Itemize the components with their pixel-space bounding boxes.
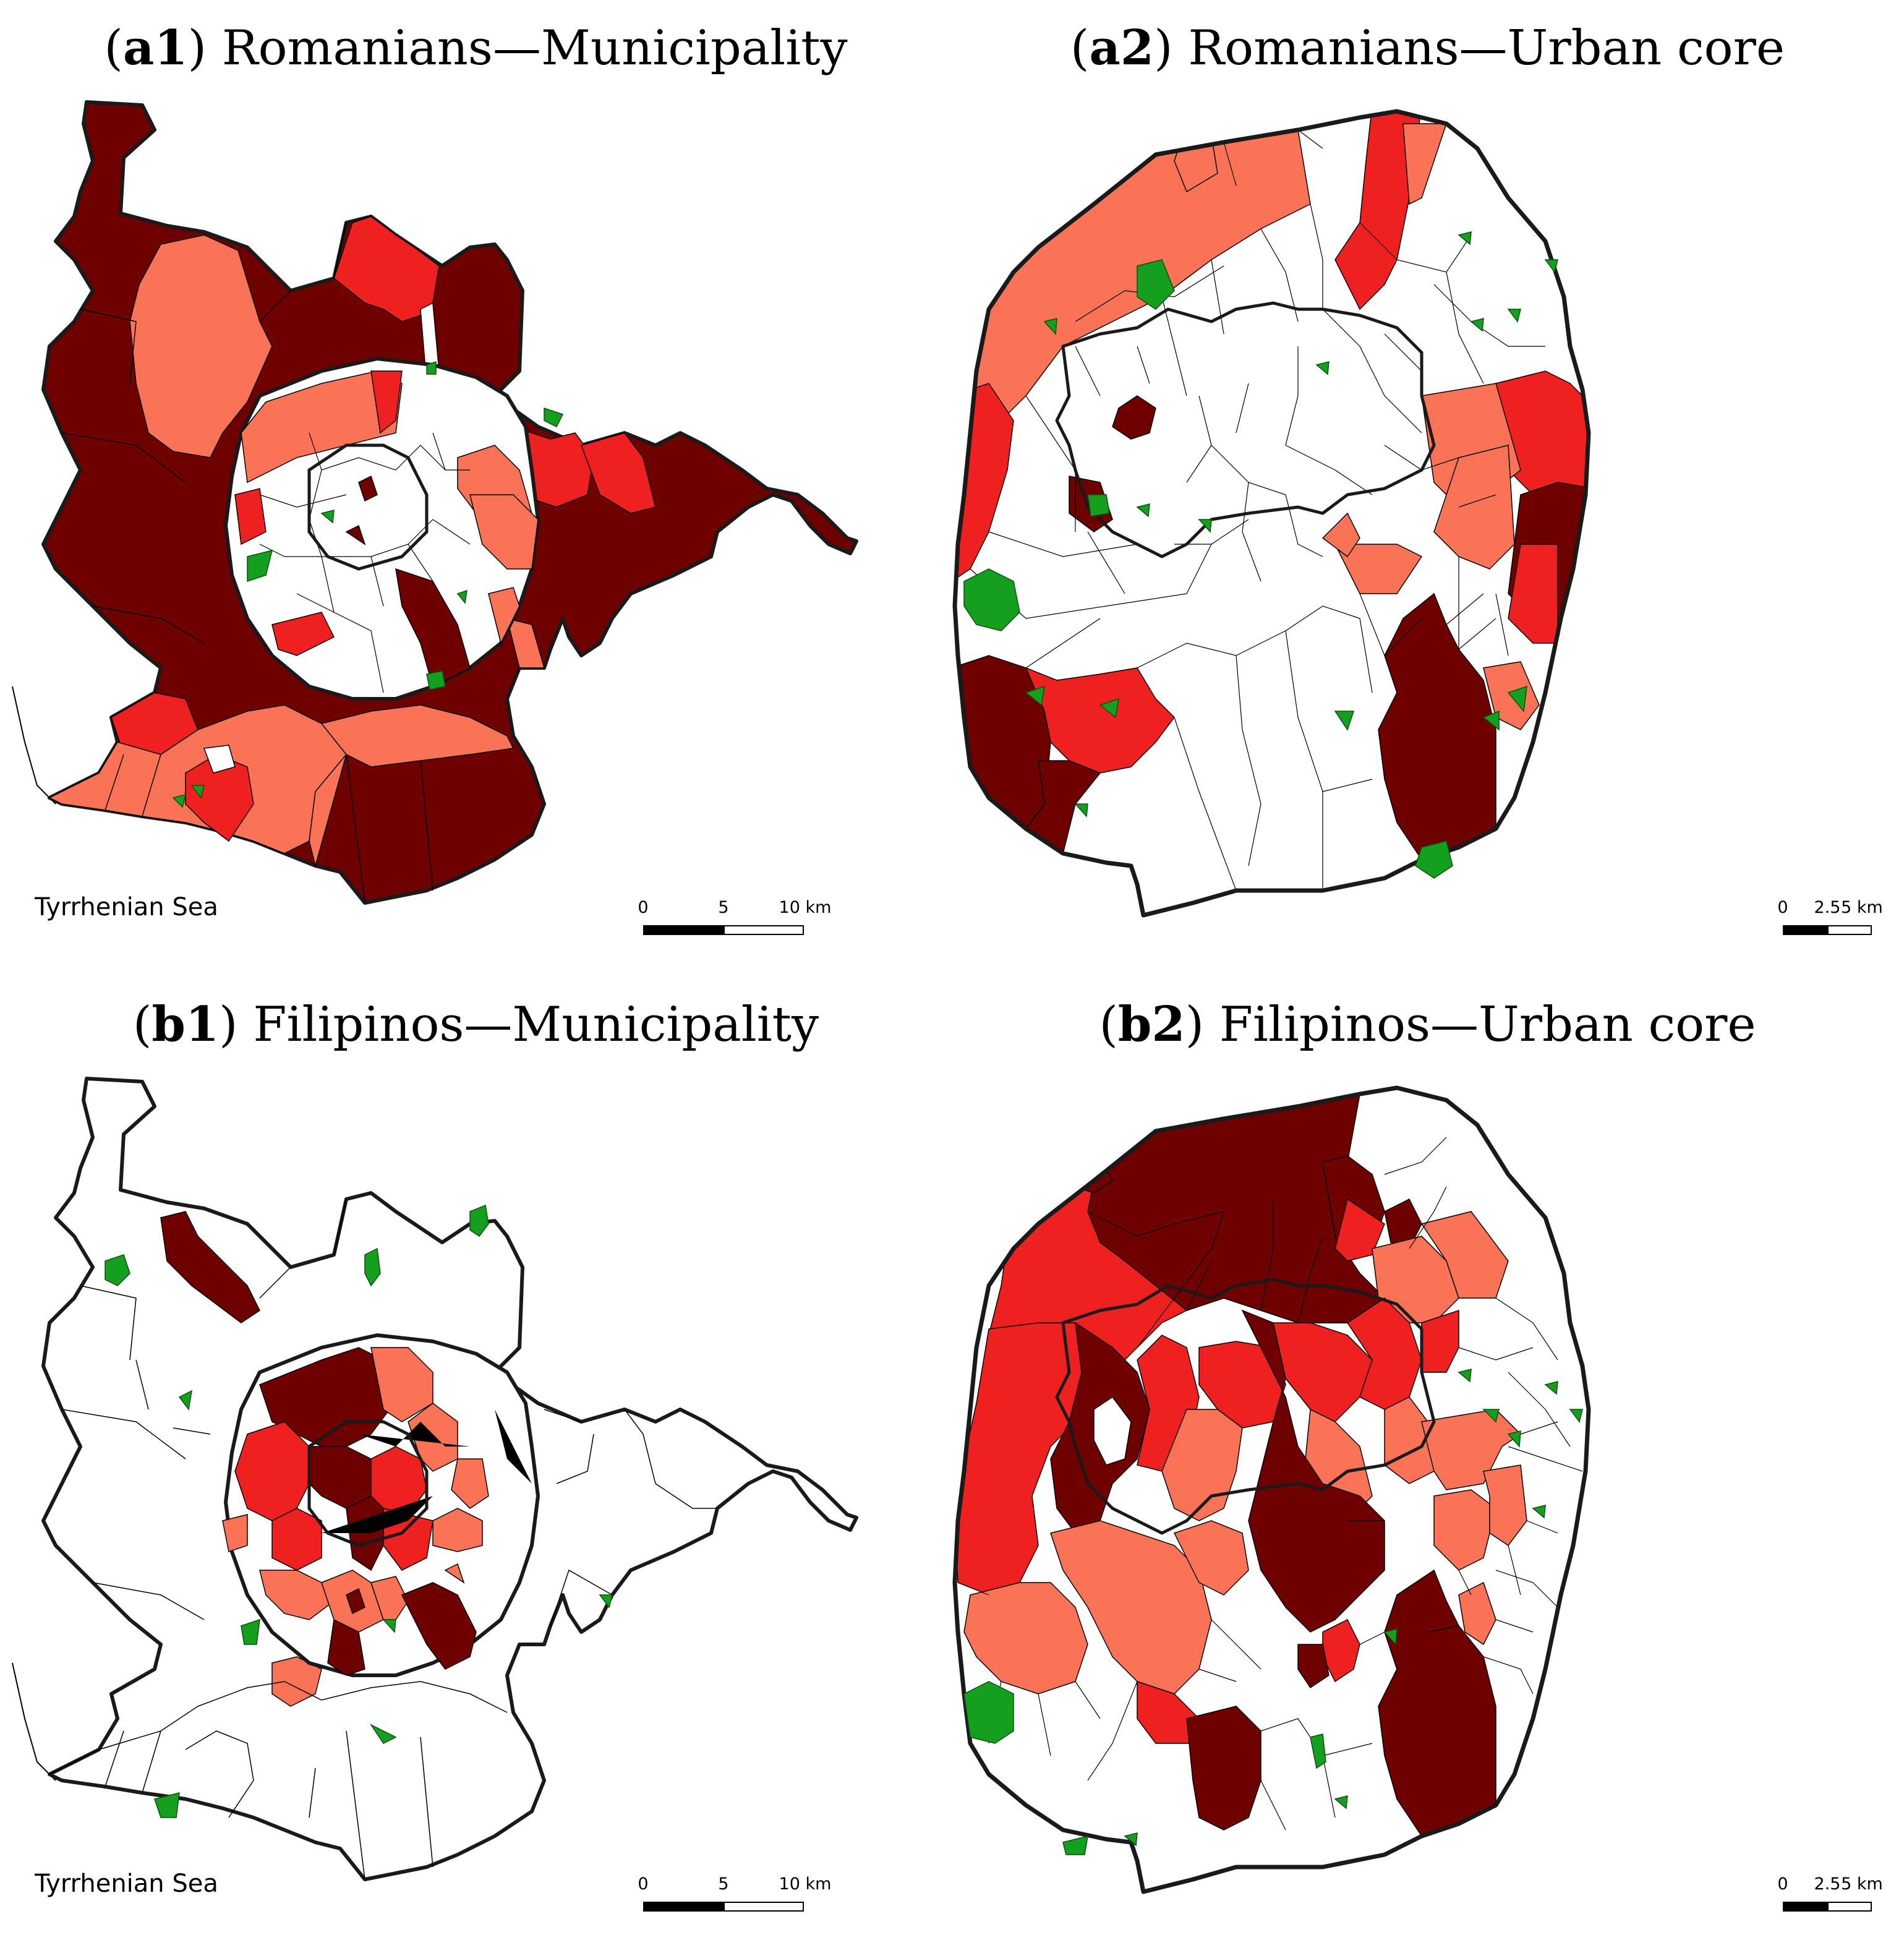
scale-tick-2: 10 km	[779, 898, 832, 917]
panel-title-text: Romanians—Municipality	[221, 20, 848, 76]
district-fills	[955, 1093, 1527, 1837]
panel-title-text: Romanians—Urban core	[1188, 20, 1785, 76]
green-areas	[963, 231, 1558, 879]
coastline	[12, 686, 56, 805]
panel-b1: (b1) Filipinos—Municipality	[0, 976, 952, 1953]
map-filipinos-urban-core	[952, 1085, 1591, 1894]
district-borders	[957, 1137, 1583, 1831]
sea-label: Tyrrhenian Sea	[35, 1870, 218, 1898]
scale-tick-1: 5	[718, 898, 729, 917]
urban-core-ring	[222, 1333, 540, 1677]
coastline	[12, 1662, 56, 1781]
panel-title: (b1) Filipinos—Municipality	[132, 996, 819, 1053]
scale-tick-0: 0	[1777, 1874, 1788, 1894]
map-filipinos-municipality	[12, 1077, 858, 1881]
scale-tick-1: 2.5	[1814, 1874, 1841, 1894]
scale-bar: 0 2.5 5 km	[1777, 898, 1883, 941]
panel-letter: b1	[152, 996, 220, 1053]
scale-tick-2: 10 km	[779, 1874, 832, 1894]
urban-core-boundary	[952, 1085, 1591, 1894]
scale-segment-black	[1783, 1902, 1827, 1912]
map-romanians-urban-core	[952, 109, 1591, 918]
outer-districts	[48, 216, 656, 904]
panel-b2: (b2) Filipinos—Urban core	[952, 976, 1903, 1953]
scale-tick-0: 0	[638, 898, 649, 917]
green-areas	[172, 361, 564, 808]
panel-title-text: Filipinos—Urban core	[1219, 997, 1756, 1053]
panel-title: (a1) Romanians—Municipality	[104, 20, 848, 76]
scale-segment-white	[1827, 925, 1872, 935]
scale-segment-white	[1827, 1902, 1872, 1912]
scale-tick-1: 2.5	[1814, 898, 1841, 917]
scale-bar: 0 5 10 km	[638, 1874, 831, 1918]
panel-title-text: Filipinos—Municipality	[253, 997, 819, 1053]
scale-tick-0: 0	[638, 1874, 649, 1894]
scale-segment-black	[643, 925, 724, 935]
scale-bar: 0 2.5 5 km	[1777, 1874, 1883, 1918]
panel-letter: a1	[122, 20, 188, 76]
historic-centre-ring	[1055, 1278, 1436, 1535]
urban-core-ring	[224, 357, 540, 701]
map-romanians-municipality	[12, 100, 858, 905]
sea-label: Tyrrhenian Sea	[35, 893, 218, 921]
scale-tick-2: 5 km	[1841, 898, 1883, 917]
panel-title: (b2) Filipinos—Urban core	[1099, 996, 1756, 1053]
panel-a2: (a2) Romanians—Urban core	[952, 0, 1903, 976]
panel-letter: b2	[1117, 996, 1185, 1053]
panel-letter: a2	[1089, 20, 1155, 76]
historic-centre-ring	[1055, 301, 1436, 558]
panel-title: (a2) Romanians—Urban core	[1070, 20, 1785, 76]
scale-segment-white	[724, 925, 804, 935]
scale-tick-0: 0	[1777, 898, 1788, 917]
scale-tick-2: 5 km	[1841, 1874, 1883, 1894]
scale-segment-black	[643, 1902, 724, 1912]
scale-bar: 0 5 10 km	[638, 898, 831, 941]
scale-segment-white	[724, 1902, 804, 1912]
green-areas	[963, 1369, 1583, 1855]
green-areas	[105, 1204, 613, 1818]
scale-tick-1: 5	[718, 1874, 729, 1894]
panel-a1: (a1) Romanians—Municipality	[0, 0, 952, 976]
scale-segment-black	[1783, 925, 1827, 935]
